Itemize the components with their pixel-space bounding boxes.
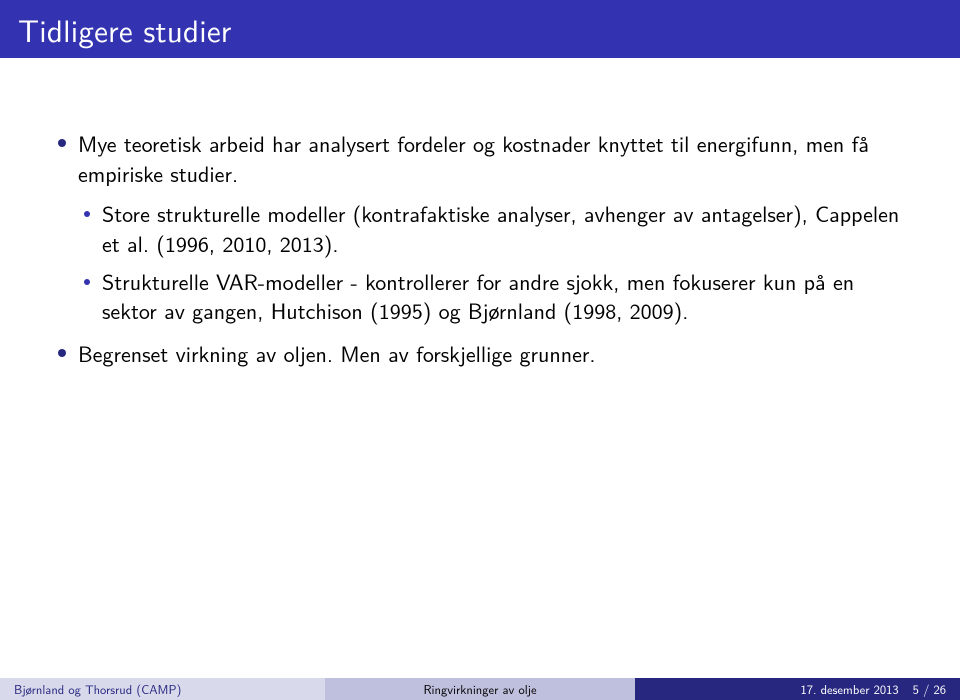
footer-right: 17. desember 2013 5 / 26 — [635, 678, 960, 700]
footer-page: 5 / 26 — [913, 680, 946, 698]
bullet-list: Mye teoretisk arbeid har analysert forde… — [52, 128, 908, 369]
bullet-item: Mye teoretisk arbeid har analysert forde… — [52, 128, 908, 326]
footer-author: Bjørnland og Thorsrud (CAMP) — [0, 678, 325, 700]
sub-bullet-text: Store strukturelle modeller (kontrafakti… — [102, 197, 899, 259]
bullet-item: Begrenset virkning av oljen. Men av fors… — [52, 338, 908, 368]
footer-title: Ringvirkninger av olje — [325, 678, 636, 700]
footer: Bjørnland og Thorsrud (CAMP) Ringvirknin… — [0, 678, 960, 700]
sub-bullet-item: Store strukturelle modeller (kontrafakti… — [78, 199, 908, 259]
sub-bullet-list: Store strukturelle modeller (kontrafakti… — [78, 199, 908, 327]
sub-bullet-text: Strukturelle VAR-modeller - kontrollerer… — [102, 265, 854, 327]
bullet-text: Mye teoretisk arbeid har analysert forde… — [78, 127, 869, 189]
slide-title: Tidligere studier — [18, 6, 232, 52]
slide-content: Mye teoretisk arbeid har analysert forde… — [52, 128, 908, 381]
bullet-text: Begrenset virkning av oljen. Men av fors… — [78, 337, 596, 369]
footer-date: 17. desember 2013 — [800, 680, 898, 698]
sub-bullet-item: Strukturelle VAR-modeller - kontrollerer… — [78, 267, 908, 327]
title-band: Tidligere studier — [0, 0, 960, 58]
